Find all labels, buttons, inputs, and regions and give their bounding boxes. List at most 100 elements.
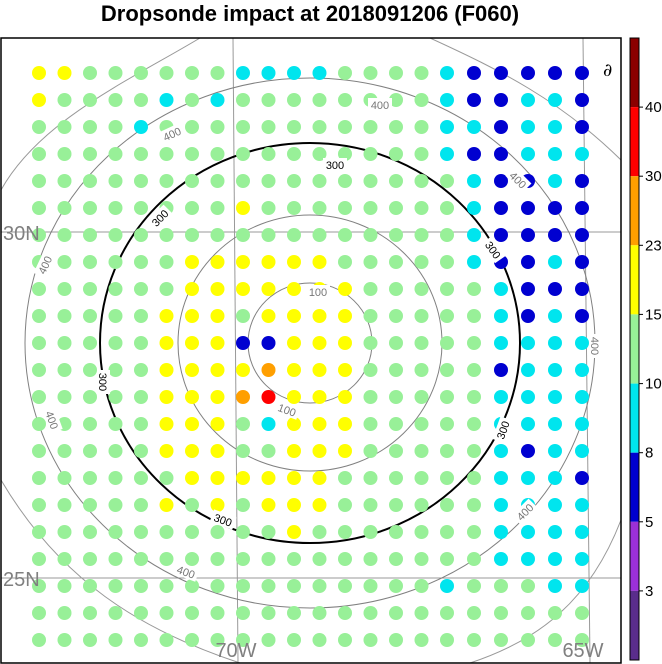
sonde-dot (338, 390, 352, 404)
sonde-dot (134, 606, 148, 620)
sonde-dot (287, 444, 301, 458)
colorbar-segment (630, 452, 639, 522)
sonde-dot (83, 255, 97, 269)
sonde-dot (440, 336, 454, 350)
sonde-dot (363, 174, 378, 188)
map-plot-area (1, 38, 621, 663)
sonde-dot (414, 498, 429, 512)
sonde-dot (575, 93, 589, 107)
sonde-dot (57, 228, 72, 242)
sonde-dot (32, 579, 46, 593)
sonde-dot (210, 336, 225, 350)
contour-label-bg (481, 236, 506, 264)
sonde-dot (32, 633, 46, 647)
sonde-dot (467, 120, 481, 134)
sonde-dot (467, 633, 481, 647)
sonde-dot (83, 309, 97, 323)
sonde-dot (57, 498, 72, 512)
colorbar-segment (630, 521, 639, 591)
sonde-dot (108, 633, 123, 647)
sonde-dot (363, 66, 378, 80)
sonde-dot (494, 201, 508, 215)
sonde-dot (521, 201, 535, 215)
sonde-dot (57, 552, 72, 566)
sonde-dot (210, 174, 225, 188)
sonde-dot (261, 417, 276, 431)
sonde-dot (108, 363, 123, 377)
contour-label-bg (146, 204, 173, 231)
sonde-dot (236, 444, 250, 458)
sonde-dot (134, 552, 148, 566)
sonde-dot (159, 417, 174, 431)
sonde-dot (83, 282, 97, 296)
sonde-dot (236, 471, 250, 485)
sonde-dot (287, 93, 301, 107)
map-frame (0, 37, 622, 664)
sonde-dot (440, 255, 454, 269)
sonde-dot (548, 525, 562, 539)
sonde-dot (32, 228, 46, 242)
sonde-dot (312, 390, 327, 404)
sonde-dot (287, 336, 301, 350)
sonde-dot (236, 390, 250, 404)
sonde-dot (389, 309, 403, 323)
sonde-dot (467, 201, 481, 215)
sonde-dot (548, 120, 562, 134)
sonde-dot (32, 363, 46, 377)
sonde-dot (521, 93, 535, 107)
sonde-dot (414, 147, 429, 161)
sonde-dot (414, 120, 429, 134)
sonde-dot (338, 201, 352, 215)
sonde-dot (338, 66, 352, 80)
sonde-dot (185, 363, 199, 377)
contour-label: 300 (495, 420, 513, 441)
sonde-dot (159, 390, 174, 404)
sonde-dot (32, 606, 46, 620)
colorbar-label: 8 (645, 445, 653, 462)
sonde-dot (575, 147, 589, 161)
sonde-dot (548, 174, 562, 188)
sonde-dot (389, 444, 403, 458)
contour-label-bg (273, 399, 301, 420)
sonde-dot (83, 525, 97, 539)
sonde-dot (57, 255, 72, 269)
sonde-dot (521, 336, 535, 350)
sonde-dot (108, 336, 123, 350)
sonde-dot (414, 174, 429, 188)
sonde-dot (363, 255, 378, 269)
sonde-dot (236, 363, 250, 377)
contour-label: 100 (309, 287, 327, 299)
sonde-dot (210, 93, 225, 107)
sonde-dot (389, 579, 403, 593)
sonde-dot (338, 498, 352, 512)
sonde-dot (338, 606, 352, 620)
sonde-dot (338, 417, 352, 431)
sonde-dot (32, 498, 46, 512)
sonde-dot (389, 363, 403, 377)
sonde-dot (521, 525, 535, 539)
sonde-dot (575, 255, 589, 269)
lon-line-70w (232, 38, 239, 663)
sonde-dot (236, 579, 250, 593)
sonde-dot (185, 498, 199, 512)
sonde-dot (210, 606, 225, 620)
sonde-dot (575, 552, 589, 566)
sonde-dot (440, 525, 454, 539)
sonde-dot (83, 363, 97, 377)
sonde-dot (236, 633, 250, 647)
sonde-dot (338, 282, 352, 296)
sonde-dot (159, 363, 174, 377)
sonde-dot (338, 579, 352, 593)
contour-label-bg (368, 98, 392, 111)
sonde-dot (494, 552, 508, 566)
sonde-dot (521, 417, 535, 431)
sonde-dot (494, 606, 508, 620)
sonde-dot (236, 201, 250, 215)
graticule (1, 38, 621, 663)
sonde-dot (548, 255, 562, 269)
sonde-dot (185, 282, 199, 296)
sonde-dot (414, 66, 429, 80)
sonde-dot (467, 255, 481, 269)
sonde-dot (389, 93, 403, 107)
sonde-dot (389, 390, 403, 404)
